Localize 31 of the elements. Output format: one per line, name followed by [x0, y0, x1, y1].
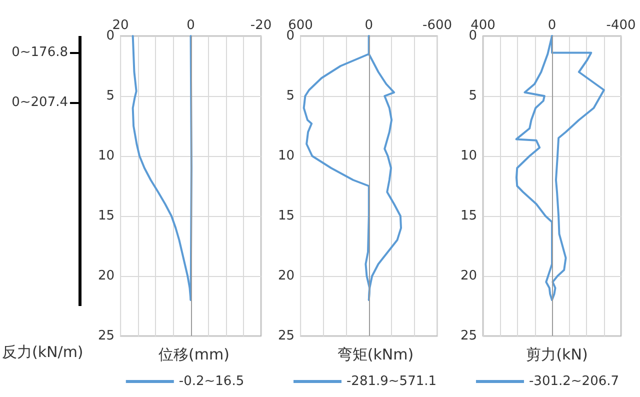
y-tick-label: 0: [106, 28, 115, 44]
y-tick-label: 15: [98, 208, 115, 224]
y-tick-label: 25: [98, 328, 115, 344]
x-axis-title: 剪力(kN): [526, 346, 588, 364]
y-tick-label: 20: [278, 268, 295, 284]
x-axis-title: 位移(mm): [158, 346, 230, 364]
text: 反力(kN/m): [2, 343, 84, 362]
y-tick-label: 15: [460, 208, 477, 224]
legend-label: -0.2~16.5: [178, 374, 244, 389]
x-tick-label: 0: [548, 18, 556, 33]
y-tick-label: 10: [98, 148, 115, 164]
y-tick-label: 5: [286, 88, 295, 104]
y-tick-label: 10: [460, 148, 477, 164]
y-tick-label: 5: [468, 88, 477, 104]
y-tick-label: 20: [460, 268, 477, 284]
x-tick-label: 0: [186, 18, 195, 33]
x-tick-label: -400: [606, 18, 636, 33]
y-tick-label: 5: [106, 88, 115, 104]
x-axis-title: 弯矩(kNm): [337, 346, 414, 364]
y-tick-label: 15: [278, 208, 295, 224]
y-tick-label: 25: [278, 328, 295, 344]
x-tick-label: -20: [250, 18, 272, 33]
x-tick-label: -600: [422, 18, 452, 33]
text: 0~176.8: [12, 44, 68, 62]
x-tick-label: 0: [364, 18, 374, 33]
y-tick-label: 25: [460, 328, 477, 344]
text: 0~207.4: [12, 94, 68, 112]
y-tick-label: 10: [278, 148, 295, 164]
y-tick-label: 20: [98, 268, 115, 284]
legend-label: -281.9~571.1: [346, 374, 437, 389]
legend-label: -301.2~206.7: [528, 374, 620, 389]
